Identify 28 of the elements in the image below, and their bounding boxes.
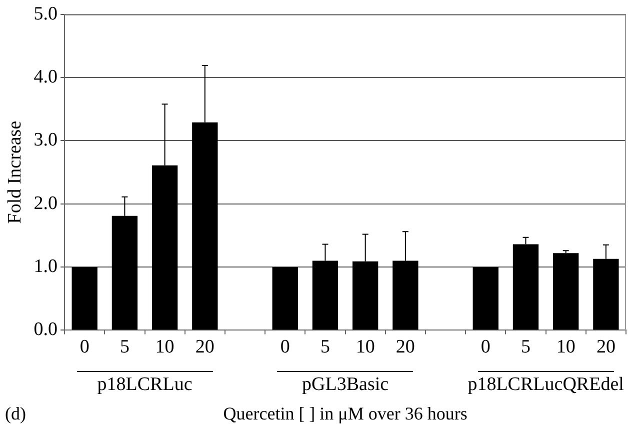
bar (472, 267, 498, 330)
y-tick-label: 2.0 (34, 192, 58, 214)
y-tick-label: 3.0 (34, 130, 58, 151)
x-axis-title: Quercetin [ ] in μM over 36 hours (223, 404, 468, 424)
text: p18LCRLuc (97, 374, 192, 395)
x-tick-label: 10 (356, 336, 375, 358)
x-tick-label: 0 (480, 336, 490, 358)
y-axis-title: Fold Increase (4, 120, 26, 224)
x-tick-label: 10 (556, 336, 576, 358)
x-tick-label: 20 (195, 336, 214, 358)
bar (72, 267, 98, 330)
x-tick-label: 5 (120, 336, 130, 358)
y-tick-label: 4.0 (34, 66, 58, 88)
text: (d) (5, 404, 26, 424)
x-tick-label: 0 (80, 336, 90, 358)
x-tick-label: 0 (280, 336, 290, 358)
bar (272, 267, 298, 330)
x-tick-label: 10 (155, 336, 174, 358)
y-tick-label: 1.0 (34, 256, 58, 278)
y-tick-label: 5.0 (34, 3, 58, 24)
bar (553, 253, 579, 330)
y-tick-label: 0.0 (34, 319, 58, 340)
x-tick-label: 20 (396, 336, 415, 358)
x-tick-label: 5 (520, 336, 530, 358)
x-tick-label: 20 (596, 336, 616, 358)
text: pGL3Basic (302, 374, 389, 395)
x-tick-label: 5 (320, 336, 330, 358)
text: p18LCRLucQREdel (468, 374, 624, 395)
